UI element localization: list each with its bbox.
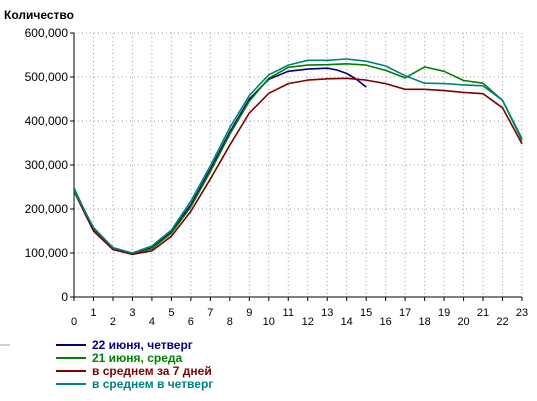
x-tick-label: 2 xyxy=(110,316,116,328)
x-tick-label: 9 xyxy=(246,307,252,319)
x-tick-label: 13 xyxy=(321,307,333,319)
x-tick-label: 19 xyxy=(438,307,450,319)
x-tick-label: 20 xyxy=(457,316,469,328)
x-tick-label: 12 xyxy=(302,316,314,328)
series-lines xyxy=(73,58,523,256)
x-tick-label: 6 xyxy=(188,316,194,328)
gridlines xyxy=(74,32,523,297)
series-line-3 xyxy=(73,77,523,256)
x-tick-label: 1 xyxy=(90,307,96,319)
y-tick-label: 200,000 xyxy=(25,202,69,216)
legend-label: 22 июня, четверг xyxy=(92,338,193,352)
legend-label: в среднем в четверг xyxy=(92,377,213,391)
x-tick-label: 16 xyxy=(380,316,392,328)
y-axis-ticks: 0 100,000 200,000 300,000 400,000 500,000 600,… xyxy=(25,26,74,304)
series-line-2 xyxy=(73,62,523,256)
y-tick-label: 500,000 xyxy=(25,70,69,84)
y-tick-label: 0 xyxy=(61,290,68,304)
x-tick-label: 22 xyxy=(496,316,508,328)
x-tick-label: 23 xyxy=(516,307,528,319)
x-tick-label: 4 xyxy=(149,316,155,328)
x-tick-label: 5 xyxy=(168,307,174,319)
x-tick-label: 21 xyxy=(477,307,489,319)
x-tick-label: 10 xyxy=(263,316,275,328)
x-tick-label: 17 xyxy=(399,307,411,319)
x-tick-label: 18 xyxy=(418,316,430,328)
x-tick-label: 0 xyxy=(71,316,77,328)
x-tick-label: 14 xyxy=(341,316,353,328)
series-line-4 xyxy=(73,58,523,254)
x-tick-label: 11 xyxy=(283,307,294,319)
x-tick-label: 15 xyxy=(360,307,372,319)
y-tick-label: 300,000 xyxy=(25,158,69,172)
y-tick-label: 400,000 xyxy=(25,114,69,128)
x-tick-label: 3 xyxy=(129,307,135,319)
legend-label: 21 июня, среда xyxy=(92,351,183,365)
y-tick-label: 100,000 xyxy=(25,246,69,260)
chart-title: Количество xyxy=(4,8,74,22)
y-tick-label: 600,000 xyxy=(25,26,69,40)
x-tick-label: 7 xyxy=(207,307,213,319)
x-tick-label: 8 xyxy=(227,316,233,328)
legend-label: в среднем за 7 дней xyxy=(92,364,212,378)
